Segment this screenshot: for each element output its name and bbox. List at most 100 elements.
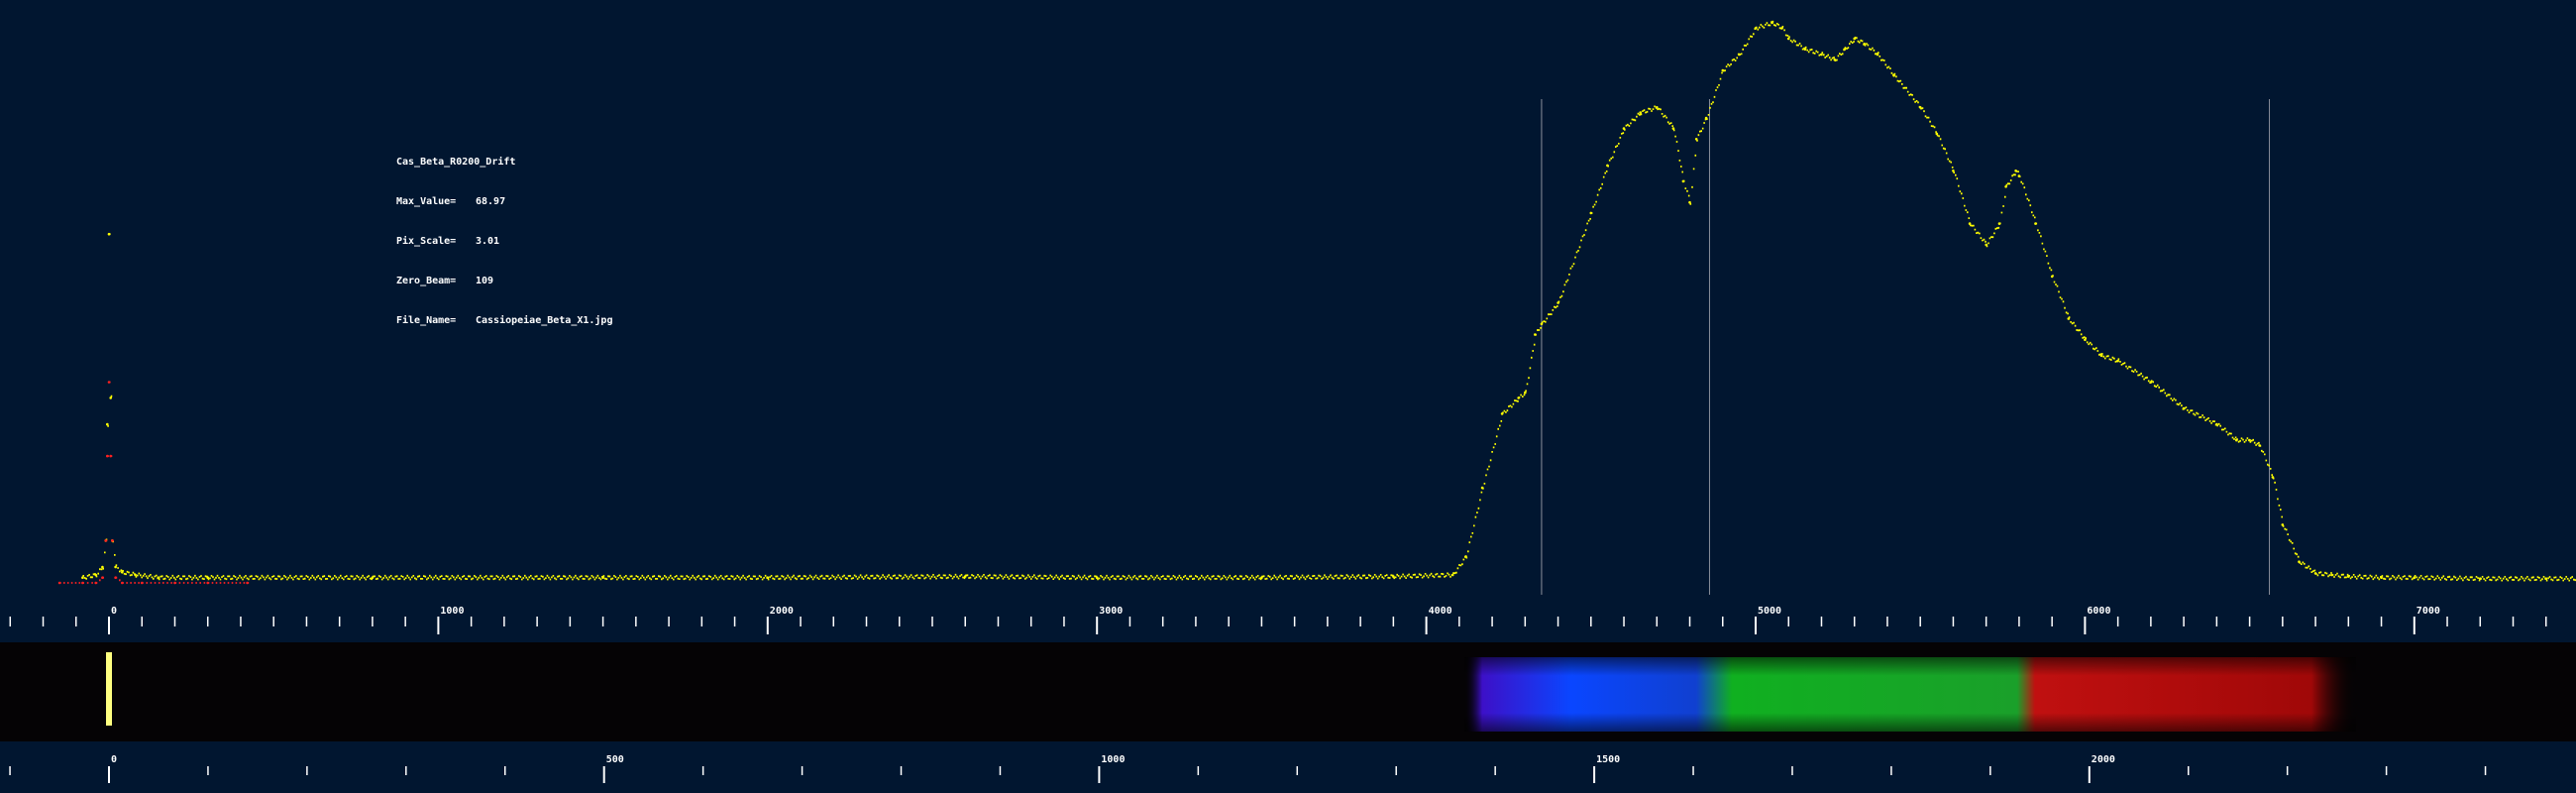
spectrum-band-shading — [1464, 657, 2356, 732]
data-point — [2215, 422, 2218, 426]
data-point — [1095, 576, 1099, 579]
data-point — [111, 539, 114, 542]
x-tick-label: 7000 — [2416, 606, 2440, 617]
series-1 — [57, 381, 250, 585]
data-point — [2149, 381, 2153, 384]
data-point — [1556, 301, 1559, 304]
data-point — [1540, 322, 1544, 326]
info-value-max-value: 68.97 — [476, 196, 506, 207]
data-point — [1803, 48, 1807, 51]
data-point — [1771, 21, 1773, 25]
data-point — [1260, 576, 1263, 579]
data-point — [109, 454, 112, 458]
info-title: Cas_Beta_R0200_Drift — [396, 157, 516, 168]
data-point — [121, 571, 124, 574]
x-tick-label: 1000 — [440, 606, 464, 617]
data-point — [109, 396, 112, 399]
data-point — [1480, 486, 1484, 490]
data-point — [104, 539, 107, 542]
data-point — [1524, 391, 1527, 395]
x-tick-label: 2000 — [770, 606, 794, 617]
data-point — [766, 576, 770, 579]
data-point — [173, 581, 176, 585]
data-point — [1606, 164, 1609, 168]
data-point — [94, 573, 97, 577]
data-point — [1876, 53, 1879, 57]
data-point — [2347, 575, 2350, 578]
data-point — [140, 581, 144, 585]
pixel-tick-label: 500 — [606, 754, 624, 765]
data-point — [1935, 132, 1939, 136]
data-point — [2248, 438, 2251, 442]
data-point — [1500, 412, 1504, 415]
data-point — [106, 454, 109, 458]
data-point — [81, 576, 84, 579]
data-point — [1754, 27, 1758, 30]
data-point — [1853, 37, 1856, 41]
data-point — [2017, 174, 2021, 177]
data-point — [2116, 359, 2119, 363]
data-point — [2050, 275, 2054, 279]
data-point — [1738, 53, 1741, 57]
data-point — [1704, 116, 1708, 120]
data-point — [2067, 317, 2071, 320]
data-point — [1892, 74, 1895, 77]
data-point — [121, 581, 124, 585]
wavelength-axis: 0 1000 2000 3000 4000 5000 6000 7000 — [9, 606, 2547, 634]
info-label-file-name: File_Name= — [396, 315, 457, 326]
data-point — [1671, 127, 1675, 130]
info-value-file-name: Cassiopeiae_Beta_X1.jpg — [476, 315, 613, 326]
data-point — [371, 576, 375, 579]
data-point — [1622, 127, 1626, 130]
data-point — [2034, 222, 2037, 225]
data-point — [963, 575, 967, 578]
data-point — [206, 576, 209, 579]
data-point — [1918, 106, 1922, 109]
data-point — [101, 565, 104, 569]
data-point — [2258, 444, 2261, 447]
x-tick-label: 4000 — [1429, 606, 1452, 617]
data-point — [1997, 222, 2001, 225]
info-value-pix-scale: 3.01 — [476, 236, 500, 247]
data-point — [134, 573, 137, 577]
series-0 — [81, 20, 2576, 582]
pixel-axis: 0 500 1000 1500 2000 — [9, 754, 2487, 783]
series-0-trace — [82, 20, 2576, 582]
data-point — [1786, 37, 1790, 41]
x-tick-label: 6000 — [2087, 606, 2110, 617]
pixel-tick-label: 1000 — [1101, 754, 1125, 765]
data-point — [206, 581, 209, 585]
data-point — [1985, 243, 1987, 247]
data-point — [1694, 138, 1698, 141]
x-tick-label: 5000 — [1758, 606, 1781, 617]
pixel-tick-label: 0 — [111, 754, 117, 765]
data-point — [57, 581, 61, 585]
data-point — [2084, 338, 2087, 342]
info-label-max-value: Max_Value= — [396, 196, 457, 207]
data-point — [601, 576, 604, 579]
info-value-zero-beam: 109 — [476, 276, 494, 286]
data-point — [1863, 43, 1866, 46]
data-point — [1681, 179, 1685, 183]
data-point — [1843, 48, 1846, 51]
data-point — [2479, 577, 2482, 580]
data-point — [2298, 560, 2301, 563]
x-tick-label: 3000 — [1099, 606, 1123, 617]
zero-order-line — [106, 652, 112, 726]
data-point — [106, 422, 109, 426]
data-point — [81, 581, 84, 585]
data-point — [2099, 354, 2103, 358]
spectrum-strip — [0, 642, 2576, 741]
data-point — [2313, 572, 2317, 575]
data-point — [1392, 575, 1395, 578]
data-point — [107, 232, 111, 236]
data-point — [1721, 68, 1725, 72]
data-point — [2544, 577, 2548, 580]
data-point — [1639, 111, 1642, 114]
data-point — [1589, 211, 1593, 215]
data-point — [2281, 523, 2285, 526]
data-series — [57, 20, 2576, 585]
data-point — [2004, 185, 2007, 188]
data-point — [1968, 222, 1972, 225]
